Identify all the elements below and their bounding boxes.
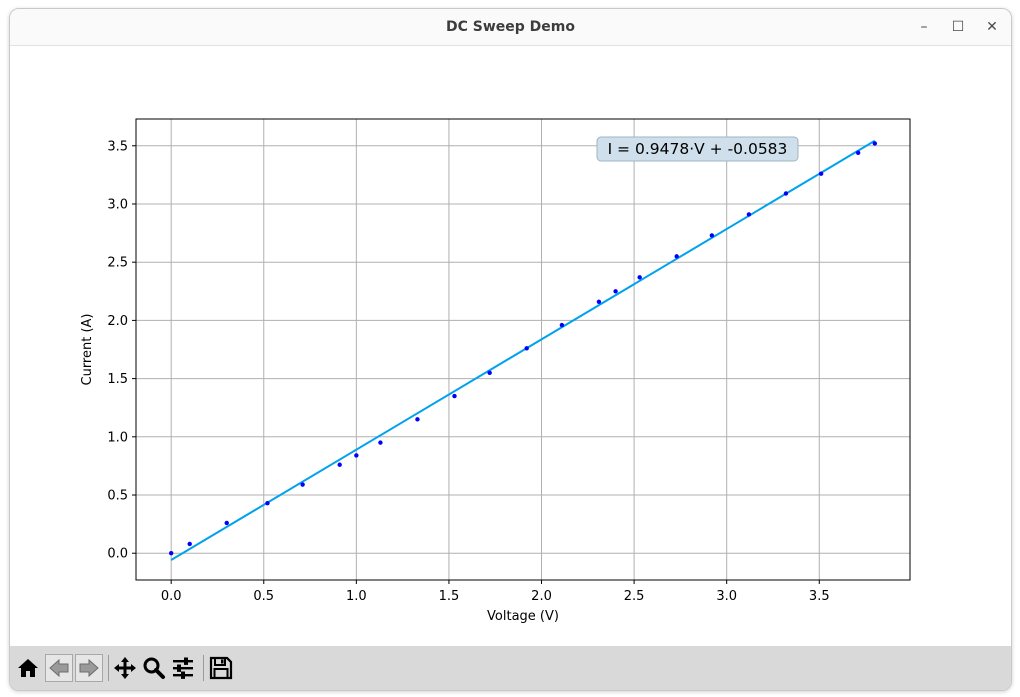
minimize-button[interactable]: – — [920, 19, 928, 35]
axes-frame — [135, 118, 911, 581]
pan-button[interactable] — [111, 654, 139, 682]
home-button[interactable] — [14, 654, 42, 682]
chart[interactable]: 0.0 0.5 1.0 1.5 2.0 2.5 3.0 3.5 0.0 0.5 1.0 1.5 2.0 2… — [10, 46, 1011, 646]
x-tick-label: 2.0 — [531, 589, 552, 604]
data-point — [746, 212, 752, 217]
close-button[interactable]: ✕ — [986, 19, 998, 35]
data-point — [855, 150, 861, 155]
data-point — [783, 191, 789, 196]
zoom-button[interactable] — [140, 654, 168, 682]
sliders-icon — [173, 657, 193, 679]
y-axis-label: Current (A) — [80, 314, 95, 386]
window-title: DC Sweep Demo — [446, 19, 575, 35]
app-window: DC Sweep Demo – ☐ ✕ 0.0 0.5 1.0 1.5 2.0 2.5 3.… — [9, 8, 1012, 691]
data-point — [378, 440, 383, 445]
x-tick-label: 3.0 — [716, 589, 737, 604]
x-tick-label: 0.5 — [253, 589, 274, 604]
data-point — [637, 275, 642, 280]
fit-equation-box — [596, 136, 799, 162]
x-axis-label: Voltage (V) — [487, 609, 559, 624]
save-button[interactable] — [207, 654, 235, 682]
data-point — [709, 233, 715, 238]
forward-button[interactable] — [75, 654, 103, 682]
x-tick-label: 3.5 — [809, 589, 830, 604]
floppy-disk-icon — [209, 656, 233, 680]
y-tick-label: 2.5 — [107, 256, 128, 271]
data-point — [872, 141, 878, 146]
move-icon — [114, 657, 136, 679]
fit-equation-label: I = 0.9478·V + -0.0583 — [608, 140, 788, 158]
y-tick-label: 0.0 — [107, 547, 128, 562]
x-tick-label: 1.5 — [439, 589, 460, 604]
data-point — [596, 299, 602, 304]
data-point — [265, 500, 270, 506]
home-icon — [18, 659, 38, 677]
y-tick-label: 3.5 — [107, 139, 128, 154]
data-point — [187, 541, 192, 547]
toolbar-separator — [203, 655, 204, 681]
fit-line — [170, 139, 876, 561]
data-point — [354, 453, 359, 458]
x-tick-label: 2.5 — [624, 589, 645, 604]
configure-subplots-button[interactable] — [169, 654, 197, 682]
data-point — [524, 346, 529, 351]
data-point — [415, 417, 420, 422]
y-tick-label: 1.0 — [107, 430, 128, 445]
figure-canvas[interactable]: 0.0 0.5 1.0 1.5 2.0 2.5 3.0 3.5 0.0 0.5 1.0 1.5 2.0 2… — [10, 46, 1011, 646]
magnifier-icon — [143, 657, 165, 679]
navigation-toolbar — [10, 646, 1011, 690]
maximize-button[interactable]: ☐ — [951, 19, 965, 35]
data-point — [300, 482, 305, 487]
toolbar-separator — [108, 655, 109, 681]
y-tick-label: 0.5 — [107, 489, 128, 504]
right-arrow-icon — [79, 658, 99, 678]
x-tick-label: 1.0 — [346, 589, 367, 604]
data-point — [337, 462, 342, 467]
data-point — [818, 171, 824, 176]
y-tick-label: 3.0 — [107, 197, 128, 212]
data-point — [559, 322, 565, 328]
left-arrow-icon — [49, 658, 69, 678]
data-point — [168, 551, 174, 556]
y-tick-label: 2.0 — [107, 314, 128, 329]
data-point — [487, 370, 492, 375]
data-point — [452, 393, 457, 399]
data-point — [613, 289, 618, 294]
title-bar[interactable]: DC Sweep Demo – ☐ ✕ — [10, 9, 1011, 46]
y-tick-label: 1.5 — [107, 372, 128, 387]
back-button[interactable] — [45, 654, 73, 682]
data-point — [674, 254, 679, 259]
x-tick-label: 0.0 — [161, 589, 182, 604]
data-point — [224, 520, 229, 526]
